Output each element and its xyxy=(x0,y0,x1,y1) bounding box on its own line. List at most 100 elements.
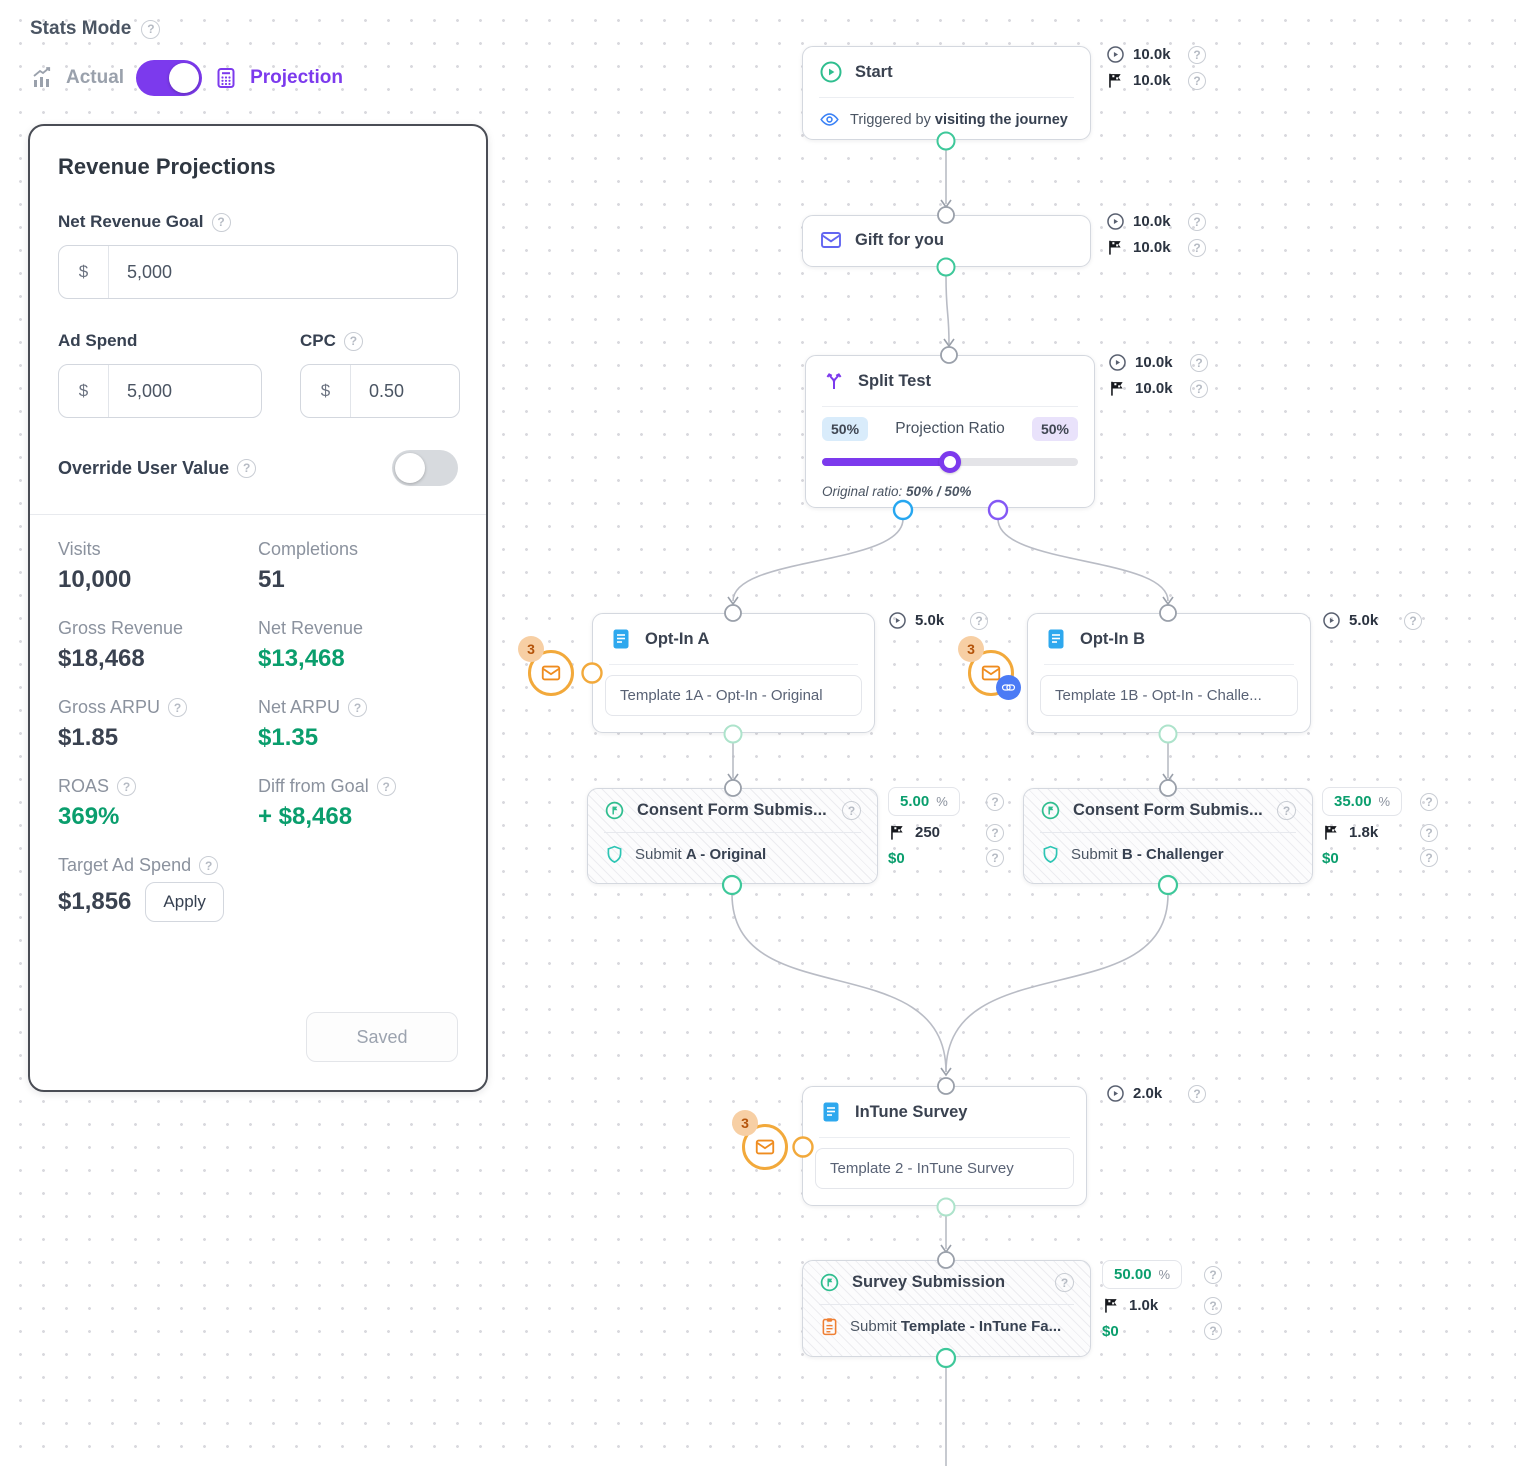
diff-from-goal-help-icon[interactable] xyxy=(376,777,396,796)
completed-stat-row: 10.0k xyxy=(1108,379,1208,398)
completed-help-icon[interactable] xyxy=(1188,71,1206,90)
email-action-badge[interactable]: 3 xyxy=(958,636,1021,700)
override-user-value-toggle[interactable] xyxy=(392,450,458,486)
submit-text: Submit B - Challenger xyxy=(1071,846,1224,863)
metric-value: + $8,468 xyxy=(258,803,353,830)
cpc-input[interactable] xyxy=(351,365,459,417)
entered-value: 2.0k xyxy=(1133,1085,1163,1102)
rate-unit: % xyxy=(936,794,948,809)
roas-help-icon[interactable] xyxy=(117,777,137,796)
entered-stat-row: 5.0k xyxy=(888,611,988,630)
entered-help-icon[interactable] xyxy=(1404,611,1422,630)
node-help-icon[interactable] xyxy=(842,801,861,820)
node-help-icon[interactable] xyxy=(1277,801,1296,820)
conversion-rate-input[interactable]: 35.00 % xyxy=(1322,787,1403,816)
revenue-value: $0 xyxy=(1102,1322,1119,1340)
finish-flag-icon xyxy=(1106,238,1125,257)
consent-form-a-node[interactable]: Consent Form Submis... Submit A - Origin… xyxy=(587,788,878,884)
template-selector[interactable]: Template 1A - Opt-In - Original xyxy=(605,675,862,716)
link-icon[interactable] xyxy=(996,675,1021,700)
edge-consent-b-intune xyxy=(945,893,1169,1073)
stats-mode-toggle[interactable] xyxy=(136,60,203,96)
gift-for-you-node[interactable]: Gift for you xyxy=(802,215,1091,267)
ad-spend-input[interactable] xyxy=(109,365,261,417)
conversion-rate-input[interactable]: 5.00 % xyxy=(888,787,960,816)
completed-help-icon[interactable] xyxy=(1204,1296,1222,1315)
node-title: Opt-In B xyxy=(1080,629,1146,648)
currency-prefix: $ xyxy=(301,365,351,417)
completed-help-icon[interactable] xyxy=(1190,379,1208,398)
ad-spend-label: Ad Spend xyxy=(58,331,138,350)
node-help-icon[interactable] xyxy=(1055,1273,1074,1292)
right-ratio-badge: 50% xyxy=(1031,417,1078,441)
stats-mode-switch: Actual Projection xyxy=(30,60,343,96)
ratio-slider[interactable] xyxy=(822,451,1078,473)
override-user-value-help-icon[interactable] xyxy=(237,458,257,478)
calculator-icon xyxy=(214,66,238,90)
conversion-rate-input[interactable]: 50.00 % xyxy=(1102,1260,1183,1289)
start-node[interactable]: Start Triggered by visiting the journey xyxy=(802,46,1091,140)
split-test-node[interactable]: Split Test 50% Projection Ratio 50% Orig… xyxy=(805,355,1095,508)
rate-help-icon[interactable] xyxy=(1204,1265,1222,1284)
completed-value: 1.8k xyxy=(1349,824,1379,841)
edge-split-optin-b xyxy=(997,518,1169,602)
node-title: Survey Submission xyxy=(852,1273,1006,1291)
projection-mode-label[interactable]: Projection xyxy=(250,67,343,88)
stats-mode-help-icon[interactable] xyxy=(141,19,161,39)
node-title: Gift for you xyxy=(855,230,944,249)
entered-help-icon[interactable] xyxy=(1188,212,1206,231)
revenue-help-icon[interactable] xyxy=(1420,849,1438,867)
shield-icon xyxy=(1040,844,1061,865)
metric-value: 51 xyxy=(258,566,285,593)
entered-help-icon[interactable] xyxy=(1190,353,1208,372)
template-selector[interactable]: Template 2 - InTune Survey xyxy=(815,1148,1074,1189)
finish-flag-icon xyxy=(1322,823,1341,842)
metric-gross-arpu: Gross ARPU $1.85 xyxy=(58,697,258,752)
revenue-help-icon[interactable] xyxy=(986,849,1004,867)
revenue-value: $0 xyxy=(1322,849,1339,867)
metric-value: 369% xyxy=(58,803,120,830)
envelope-icon xyxy=(981,665,1001,681)
target-ad-spend-help-icon[interactable] xyxy=(199,856,219,875)
rate-help-icon[interactable] xyxy=(986,792,1004,811)
email-action-badge[interactable]: 3 xyxy=(732,1110,788,1170)
template-selector[interactable]: Template 1B - Opt-In - Challe... xyxy=(1040,675,1298,716)
apply-button[interactable]: Apply xyxy=(145,882,224,922)
shield-icon xyxy=(604,844,625,865)
entered-help-icon[interactable] xyxy=(1188,45,1206,64)
opt-in-a-node[interactable]: Opt-In A Template 1A - Opt-In - Original xyxy=(592,613,875,733)
override-user-value-label: Override User Value xyxy=(58,457,230,478)
gross-arpu-help-icon[interactable] xyxy=(168,698,188,717)
net-revenue-goal-label: Net Revenue Goal xyxy=(58,212,204,231)
email-action-badge[interactable]: 3 xyxy=(518,636,574,696)
completed-help-icon[interactable] xyxy=(1420,823,1438,842)
entered-help-icon[interactable] xyxy=(1188,1084,1206,1103)
completed-help-icon[interactable] xyxy=(1188,238,1206,257)
saved-button[interactable]: Saved xyxy=(306,1012,458,1062)
original-ratio-text: Original ratio: 50% / 50% xyxy=(822,484,972,499)
finish-flag-icon xyxy=(1106,71,1125,90)
node-title: InTune Survey xyxy=(855,1102,968,1121)
cpc-help-icon[interactable] xyxy=(343,331,363,351)
revenue-help-icon[interactable] xyxy=(1204,1322,1222,1340)
currency-prefix: $ xyxy=(59,365,109,417)
node-title: Split Test xyxy=(858,371,932,390)
rate-help-icon[interactable] xyxy=(1420,792,1438,811)
stats-mode-header: Stats Mode xyxy=(30,18,161,40)
consent-form-b-node[interactable]: Consent Form Submis... Submit B - Challe… xyxy=(1023,788,1313,884)
completed-help-icon[interactable] xyxy=(986,823,1004,842)
net-revenue-goal-help-icon[interactable] xyxy=(211,212,231,232)
opt-in-b-node[interactable]: Opt-In B Template 1B - Opt-In - Challe..… xyxy=(1027,613,1311,733)
intune-survey-node[interactable]: InTune Survey Template 2 - InTune Survey xyxy=(802,1086,1087,1206)
survey-submission-node[interactable]: Survey Submission Submit Template - InTu… xyxy=(802,1260,1091,1357)
actual-mode-label[interactable]: Actual xyxy=(66,67,125,88)
edge-split-optin-a xyxy=(732,518,904,602)
split-arrows-icon xyxy=(822,369,846,393)
net-revenue-goal-label-row: Net Revenue Goal xyxy=(58,212,458,232)
slider-thumb[interactable] xyxy=(939,451,961,473)
net-arpu-help-icon[interactable] xyxy=(348,698,368,717)
metric-completions: Completions 51 xyxy=(258,539,458,594)
net-revenue-goal-input[interactable] xyxy=(109,246,457,298)
entered-help-icon[interactable] xyxy=(970,611,988,630)
node-divider xyxy=(819,1137,1070,1138)
